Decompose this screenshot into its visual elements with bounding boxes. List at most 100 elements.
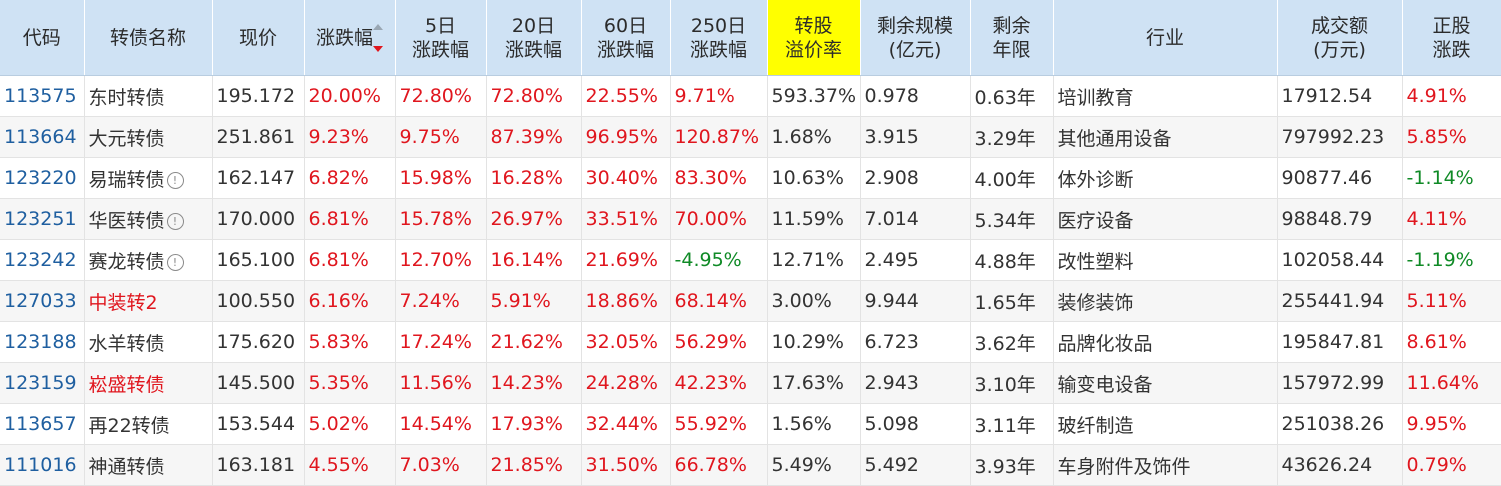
premium-cell: 11.59% bbox=[767, 198, 861, 240]
chg5-cell: 17.24% bbox=[395, 321, 487, 363]
bond-name[interactable]: 华医转债 bbox=[88, 209, 165, 232]
bond-code-link[interactable]: 123188 bbox=[0, 321, 85, 363]
bond-code-link[interactable]: 113575 bbox=[0, 75, 85, 117]
bond-name-cell[interactable]: 崧盛转债 bbox=[84, 362, 213, 404]
chg5-cell: 7.03% bbox=[395, 444, 487, 486]
col-years[interactable]: 剩余 年限 bbox=[970, 0, 1054, 76]
col-price[interactable]: 现价 bbox=[212, 0, 305, 76]
bond-name-cell[interactable]: 水羊转债 bbox=[84, 321, 213, 363]
premium-cell: 10.29% bbox=[767, 321, 861, 363]
chg60-cell: 18.86% bbox=[581, 280, 671, 322]
bond-code-link[interactable]: 123220 bbox=[0, 157, 85, 199]
info-icon[interactable]: ! bbox=[166, 253, 184, 271]
bond-name[interactable]: 赛龙转债 bbox=[88, 250, 165, 273]
col-change-250d[interactable]: 250日 涨跌幅 bbox=[670, 0, 768, 76]
table-row[interactable]: 127033 中装转2 100.550 6.16% 7.24% 5.91% 18.86% 68… bbox=[0, 280, 1501, 322]
bond-name-cell[interactable]: 东时转债 bbox=[84, 75, 213, 117]
chg250-cell: 83.30% bbox=[670, 157, 768, 199]
bond-name-cell[interactable]: 华医转债! bbox=[84, 198, 213, 240]
bond-code-link[interactable]: 113664 bbox=[0, 116, 85, 158]
years-cell: 0.63年 bbox=[970, 75, 1054, 117]
table-row[interactable]: 111016 神通转债 163.181 4.55% 7.03% 21.85% 31.50% 6… bbox=[0, 444, 1501, 486]
table-row[interactable]: 123251 华医转债! 170.000 6.81% 15.78% 26.97% 33.51… bbox=[0, 198, 1501, 240]
table-row[interactable]: 123188 水羊转债 175.620 5.83% 17.24% 21.62% 32.05%… bbox=[0, 321, 1501, 363]
header-label: 剩余规模 bbox=[876, 14, 953, 37]
years-cell: 3.62年 bbox=[970, 321, 1054, 363]
bond-name[interactable]: 再22转债 bbox=[88, 414, 170, 437]
bond-name[interactable]: 东时转债 bbox=[88, 86, 165, 109]
col-industry[interactable]: 行业 bbox=[1053, 0, 1278, 76]
info-icon[interactable]: ! bbox=[166, 212, 184, 230]
header-label-2: 涨跌幅 bbox=[596, 38, 654, 61]
bond-name-cell[interactable]: 易瑞转债! bbox=[84, 157, 213, 199]
bond-name[interactable]: 易瑞转债 bbox=[88, 168, 165, 191]
col-stock-change[interactable]: 正股 涨跌 bbox=[1402, 0, 1501, 76]
industry-cell: 装修装饰 bbox=[1053, 280, 1278, 322]
bond-name-cell[interactable]: 中装转2 bbox=[84, 280, 213, 322]
bond-code-link[interactable]: 123242 bbox=[0, 239, 85, 281]
scale-cell: 5.492 bbox=[860, 444, 971, 486]
col-premium[interactable]: 转股 溢价率 bbox=[767, 0, 861, 76]
col-name[interactable]: 转债名称 bbox=[84, 0, 213, 76]
bond-code-link[interactable]: 111016 bbox=[0, 444, 85, 486]
table-row[interactable]: 123220 易瑞转债! 162.147 6.82% 15.98% 16.28% 30.40… bbox=[0, 157, 1501, 199]
price-cell: 162.147 bbox=[212, 157, 305, 199]
price-cell: 175.620 bbox=[212, 321, 305, 363]
chg20-cell: 21.62% bbox=[486, 321, 582, 363]
bond-code-link[interactable]: 113657 bbox=[0, 403, 85, 445]
stock-chg-cell: 8.61% bbox=[1402, 321, 1501, 363]
table-row[interactable]: 123242 赛龙转债! 165.100 6.81% 12.70% 16.14% 21.69… bbox=[0, 239, 1501, 281]
info-icon[interactable]: ! bbox=[166, 171, 184, 189]
col-scale[interactable]: 剩余规模 (亿元) bbox=[860, 0, 971, 76]
years-cell: 4.88年 bbox=[970, 239, 1054, 281]
bond-name[interactable]: 水羊转债 bbox=[88, 332, 165, 355]
bond-code-link[interactable]: 123159 bbox=[0, 362, 85, 404]
chg20-cell: 72.80% bbox=[486, 75, 582, 117]
years-cell: 3.11年 bbox=[970, 403, 1054, 445]
chg-cell: 5.83% bbox=[304, 321, 396, 363]
chg5-cell: 9.75% bbox=[395, 116, 487, 158]
premium-cell: 17.63% bbox=[767, 362, 861, 404]
bond-code-link[interactable]: 123251 bbox=[0, 198, 85, 240]
chg20-cell: 5.91% bbox=[486, 280, 582, 322]
chg250-cell: 42.23% bbox=[670, 362, 768, 404]
bond-name-cell[interactable]: 大元转债 bbox=[84, 116, 213, 158]
turnover-cell: 17912.54 bbox=[1277, 75, 1403, 117]
price-cell: 100.550 bbox=[212, 280, 305, 322]
header-label: 转债名称 bbox=[109, 26, 186, 49]
chg-cell: 6.82% bbox=[304, 157, 396, 199]
industry-cell: 其他通用设备 bbox=[1053, 116, 1278, 158]
bond-name[interactable]: 崧盛转债 bbox=[88, 373, 165, 396]
chg250-cell: 120.87% bbox=[670, 116, 768, 158]
turnover-cell: 98848.79 bbox=[1277, 198, 1403, 240]
col-change-60d[interactable]: 60日 涨跌幅 bbox=[581, 0, 671, 76]
col-change-20d[interactable]: 20日 涨跌幅 bbox=[486, 0, 582, 76]
bond-name[interactable]: 大元转债 bbox=[88, 127, 165, 150]
header-label: 250日 bbox=[690, 14, 747, 37]
premium-cell: 1.68% bbox=[767, 116, 861, 158]
col-change[interactable]: 涨跌幅 bbox=[304, 0, 396, 76]
stock-chg-cell: 11.64% bbox=[1402, 362, 1501, 404]
chg20-cell: 17.93% bbox=[486, 403, 582, 445]
bond-code-link[interactable]: 127033 bbox=[0, 280, 85, 322]
table-row[interactable]: 113657 再22转债 153.544 5.02% 14.54% 17.93% 32.44… bbox=[0, 403, 1501, 445]
col-turnover[interactable]: 成交额 (万元) bbox=[1277, 0, 1403, 76]
table-row[interactable]: 113575 东时转债 195.172 20.00% 72.80% 72.80% 22.55… bbox=[0, 75, 1501, 117]
table-row[interactable]: 123159 崧盛转债 145.500 5.35% 11.56% 14.23% 24.28%… bbox=[0, 362, 1501, 404]
chg-cell: 6.81% bbox=[304, 198, 396, 240]
stock-chg-cell: -1.19% bbox=[1402, 239, 1501, 281]
stock-chg-cell: 4.11% bbox=[1402, 198, 1501, 240]
bond-name[interactable]: 中装转2 bbox=[88, 291, 158, 314]
bond-name[interactable]: 神通转债 bbox=[88, 455, 165, 478]
col-change-5d[interactable]: 5日 涨跌幅 bbox=[395, 0, 487, 76]
bond-name-cell[interactable]: 神通转债 bbox=[84, 444, 213, 486]
col-code[interactable]: 代码 bbox=[0, 0, 85, 76]
bond-name-cell[interactable]: 再22转债 bbox=[84, 403, 213, 445]
scale-cell: 7.014 bbox=[860, 198, 971, 240]
bond-name-cell[interactable]: 赛龙转债! bbox=[84, 239, 213, 281]
chg60-cell: 32.44% bbox=[581, 403, 671, 445]
chg-cell: 20.00% bbox=[304, 75, 396, 117]
table-row[interactable]: 113664 大元转债 251.861 9.23% 9.75% 87.39% 96.95% 1… bbox=[0, 116, 1501, 158]
premium-cell: 5.49% bbox=[767, 444, 861, 486]
